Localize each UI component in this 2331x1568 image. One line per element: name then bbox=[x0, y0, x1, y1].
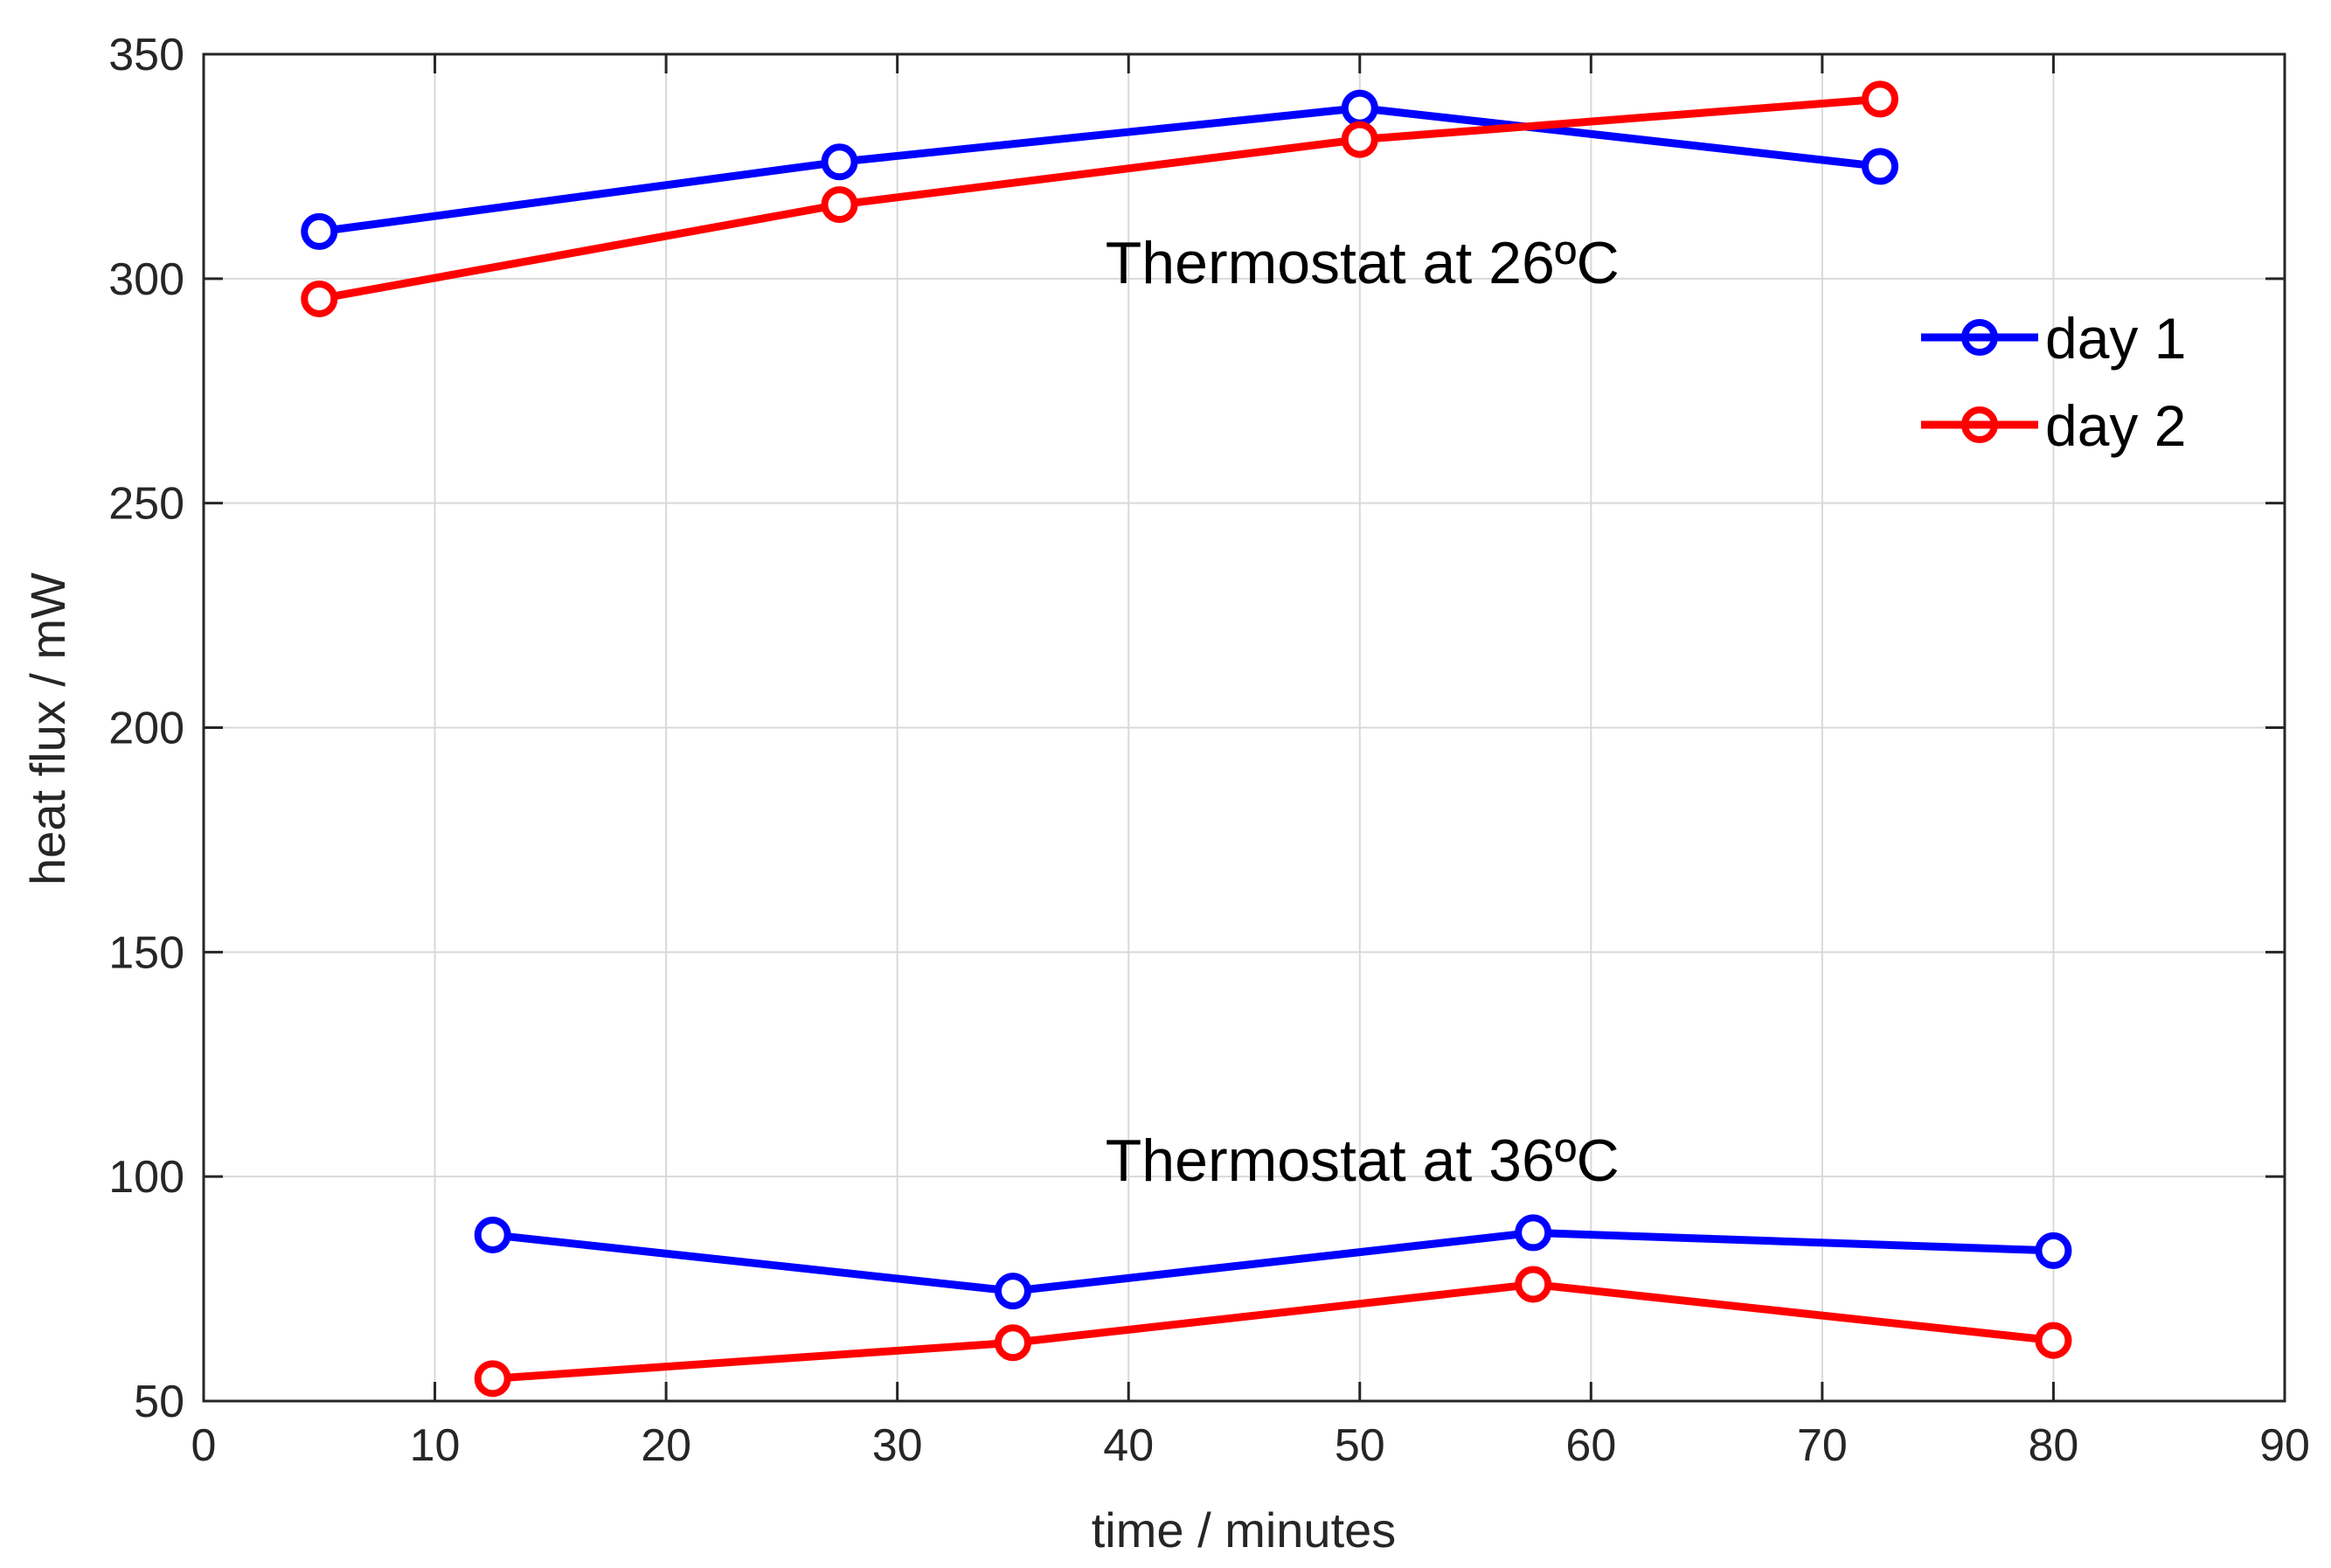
x-tick-label: 60 bbox=[1565, 1420, 1616, 1471]
data-point-day-2[interactable] bbox=[1341, 121, 1378, 158]
data-point-day-1[interactable] bbox=[474, 1216, 511, 1253]
series bbox=[301, 80, 2072, 1398]
y-tick-label: 100 bbox=[108, 1152, 184, 1203]
legend-marker-day-1 bbox=[1961, 319, 1998, 356]
data-point-day-2[interactable] bbox=[2035, 1322, 2072, 1359]
x-tick-label: 50 bbox=[1335, 1420, 1385, 1471]
y-tick-label: 50 bbox=[134, 1377, 184, 1427]
data-point-day-2[interactable] bbox=[1515, 1266, 1552, 1303]
legend: day 1 day 2 bbox=[1921, 306, 2186, 458]
series-line-day-1 bbox=[318, 104, 1881, 236]
data-point-day-2[interactable] bbox=[994, 1324, 1031, 1362]
y-tick-label: 250 bbox=[108, 479, 184, 530]
legend-label-day-2: day 2 bbox=[2045, 393, 2186, 458]
series-line-day-2 bbox=[492, 1280, 2054, 1383]
y-tick-label: 200 bbox=[108, 704, 184, 754]
data-point-day-1[interactable] bbox=[1341, 89, 1378, 127]
x-tick-label: 10 bbox=[410, 1420, 461, 1471]
series-line-day-2 bbox=[318, 94, 1881, 303]
series-day-1-group-2 bbox=[474, 1214, 2072, 1310]
data-point-day-1[interactable] bbox=[2035, 1232, 2072, 1269]
x-axis-label: time / minutes bbox=[1092, 1502, 1397, 1558]
legend-item-day-2[interactable]: day 2 bbox=[1921, 393, 2186, 458]
legend-label-day-1: day 1 bbox=[2045, 306, 2186, 371]
y-tick-label: 300 bbox=[108, 254, 184, 305]
plot-frame bbox=[202, 52, 2286, 1403]
data-point-day-2[interactable] bbox=[474, 1360, 511, 1398]
x-tick-label: 70 bbox=[1797, 1420, 1848, 1471]
data-point-day-2[interactable] bbox=[821, 186, 858, 224]
data-point-day-1[interactable] bbox=[1862, 148, 1899, 185]
grid bbox=[204, 54, 2285, 1401]
x-tick-label: 40 bbox=[1103, 1420, 1154, 1471]
y-tick-label: 150 bbox=[108, 927, 184, 978]
tick-labels: 0 10 20 30 40 50 60 70 80 90 50 100 150 200 250 300 350 bbox=[108, 30, 2310, 1471]
series-day-2-group-3 bbox=[474, 1266, 2072, 1398]
data-point-day-1[interactable] bbox=[1515, 1214, 1552, 1252]
data-point-day-2[interactable] bbox=[301, 280, 338, 317]
y-axis-label: heat flux / mW bbox=[20, 572, 75, 885]
annotation-26c: Thermostat at 26ºC bbox=[1106, 230, 1620, 296]
series-line-day-1 bbox=[492, 1228, 2054, 1295]
legend-marker-day-2 bbox=[1961, 406, 1998, 443]
series-day-2-group-1 bbox=[301, 80, 1899, 317]
series-day-1-group-0 bbox=[301, 89, 1899, 250]
x-tick-label: 20 bbox=[641, 1420, 691, 1471]
data-point-day-2[interactable] bbox=[1862, 80, 1899, 118]
data-point-day-1[interactable] bbox=[994, 1273, 1031, 1310]
legend-item-day-1[interactable]: day 1 bbox=[1921, 306, 2186, 371]
y-tick-label: 350 bbox=[108, 30, 184, 80]
annotation-36c: Thermostat at 36ºC bbox=[1106, 1127, 1620, 1194]
x-tick-label: 30 bbox=[872, 1420, 923, 1471]
x-tick-label: 0 bbox=[191, 1420, 217, 1471]
data-point-day-1[interactable] bbox=[301, 212, 338, 250]
x-tick-label: 90 bbox=[2259, 1420, 2310, 1471]
data-point-day-1[interactable] bbox=[821, 143, 858, 181]
x-tick-label: 80 bbox=[2029, 1420, 2079, 1471]
